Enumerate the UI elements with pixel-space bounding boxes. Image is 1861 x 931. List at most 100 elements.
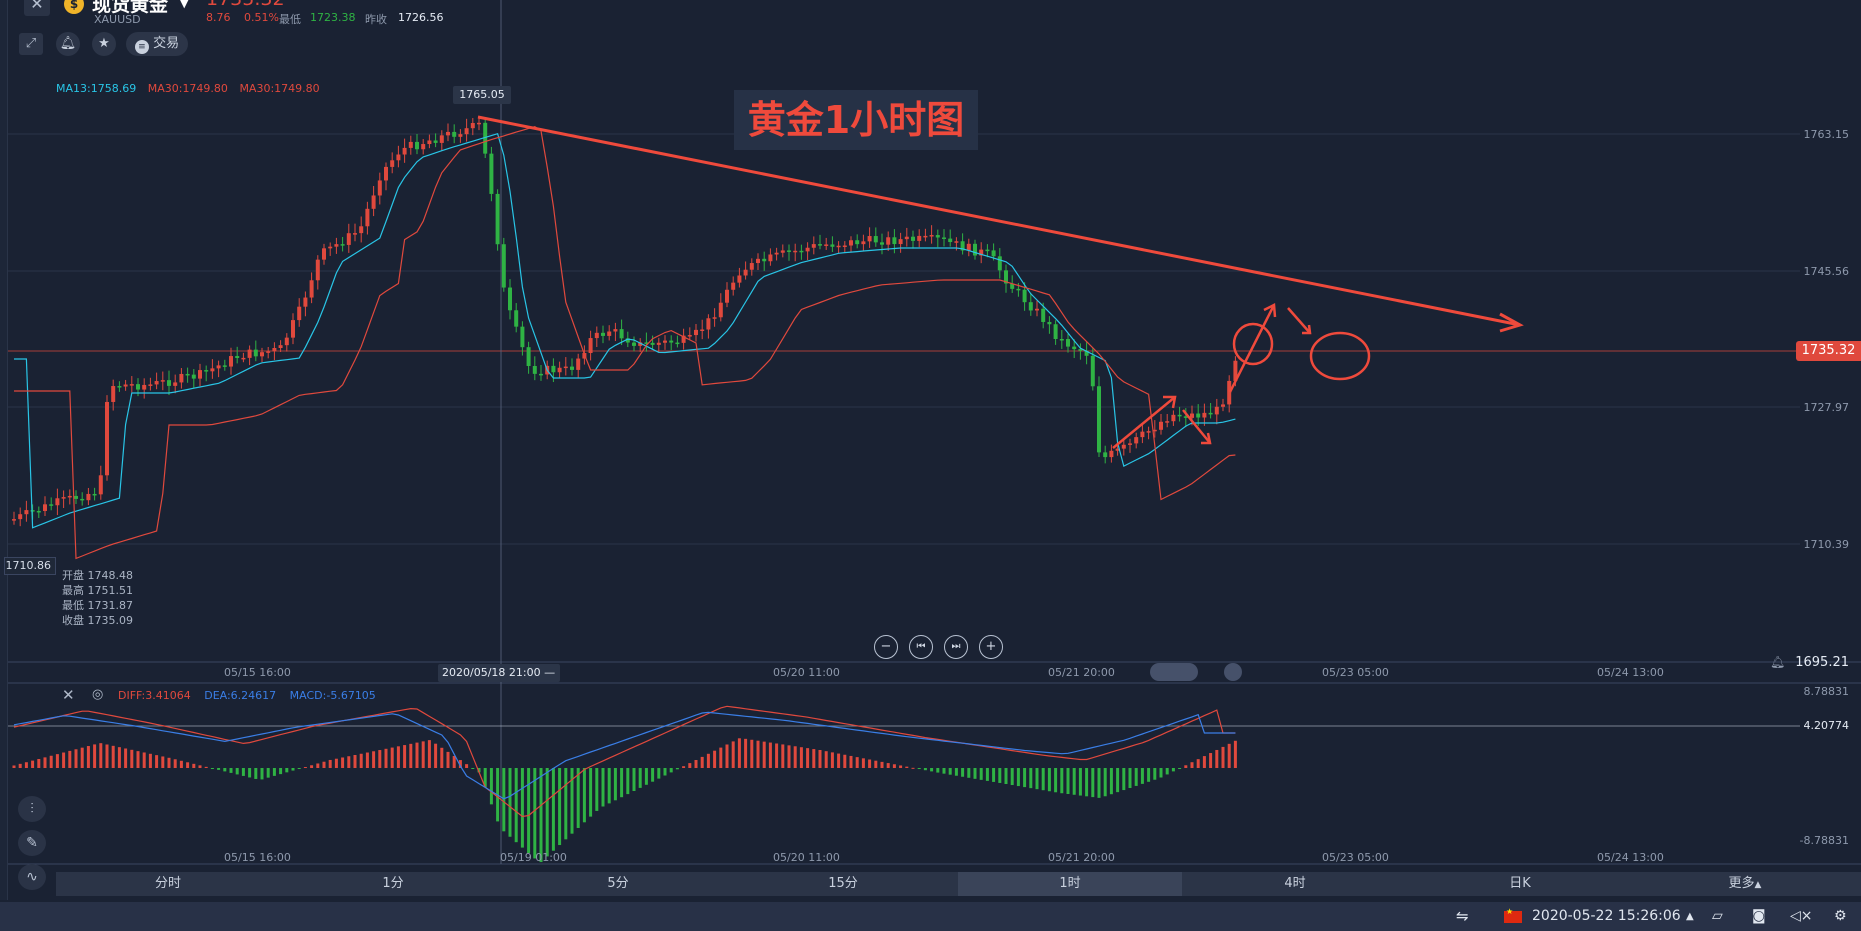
macd-bar (86, 746, 90, 768)
candle-body (570, 366, 574, 370)
macd-bar (700, 756, 704, 768)
candle-body (148, 384, 153, 386)
close-icon[interactable]: ✕ (62, 686, 75, 704)
candle-body (1214, 406, 1219, 415)
candle-icon[interactable]: ⫶ (18, 796, 46, 822)
rewind-icon[interactable]: ⏮ (909, 635, 933, 659)
candle-body (973, 243, 977, 256)
candle-body (154, 381, 159, 385)
candle-body (377, 180, 382, 196)
candle-body (749, 263, 754, 270)
macd-bar (973, 768, 977, 779)
macd-bar (440, 747, 444, 768)
trade-button[interactable]: ≡ 交易 (126, 32, 188, 56)
pencil-icon[interactable]: ✎ (18, 830, 46, 856)
zoom-in-icon[interactable]: + (979, 635, 1003, 659)
mute-icon[interactable]: ◁× (1790, 908, 1813, 924)
macd-bar (130, 749, 134, 768)
candle-body (470, 123, 475, 129)
candle-body (340, 244, 345, 246)
macd-bar (1103, 768, 1107, 797)
macd-bar (489, 768, 493, 805)
timeframe-tab[interactable]: 4时 (1284, 876, 1306, 891)
candle-body (272, 348, 277, 352)
macd-label: MACD:-5.67105 (289, 689, 376, 702)
candle-body (991, 250, 996, 257)
macd-y-mid: 4.20774 (1803, 719, 1850, 732)
candle-body (266, 351, 271, 353)
candle-body (663, 340, 667, 343)
settings-icon[interactable]: ◎ (92, 687, 104, 702)
macd-bar (359, 753, 363, 768)
ma30-line (14, 125, 1236, 560)
instrument-title[interactable]: 现货黄金 (92, 0, 169, 16)
more-timeframes-button[interactable]: 更多▲ (1728, 876, 1762, 891)
scroll-dot[interactable] (1180, 663, 1198, 681)
candle-body (923, 235, 928, 238)
candle-body (1041, 308, 1046, 322)
macd-bar (961, 768, 965, 777)
macd-bar (341, 757, 345, 768)
macd-bar (638, 768, 642, 788)
close-icon[interactable]: ✕ (24, 0, 50, 16)
macd-bar (663, 768, 667, 776)
y-axis-label: 1727.97 (1803, 401, 1850, 414)
x-axis-label: 05/20 11:00 (773, 851, 840, 864)
macd-bar (229, 768, 233, 773)
macd-bar (601, 768, 605, 807)
macd-bar (520, 768, 524, 848)
timeframe-tab[interactable]: 分时 (154, 876, 181, 891)
candle-body (1022, 289, 1027, 303)
screen-icon[interactable]: ▱ (1712, 908, 1723, 924)
candle-body (1159, 421, 1163, 430)
bell-icon[interactable]: 🔔︎ (56, 32, 80, 56)
caret-up-icon[interactable]: ▲ (1686, 911, 1694, 922)
candle-body (756, 258, 760, 264)
macd-bar (812, 749, 816, 768)
candle-body (458, 134, 463, 137)
forward-icon[interactable]: ⏭ (944, 635, 968, 659)
macd-bar (223, 768, 227, 772)
macd-bar (179, 760, 183, 768)
candle-body (427, 140, 432, 145)
settings-icon[interactable]: ⚙ (1834, 908, 1847, 924)
candle-body (1066, 339, 1070, 347)
candle-body (1010, 283, 1015, 289)
macd-bar (719, 747, 723, 768)
candle-body (526, 347, 531, 367)
macd-bar (1227, 743, 1231, 768)
indicator-icon[interactable]: ∿ (18, 864, 46, 890)
network-icon[interactable]: ⇋ (1456, 907, 1469, 925)
candle-body (1227, 380, 1232, 405)
timeframe-tab[interactable]: 5分 (607, 876, 629, 891)
price-chart[interactable] (0, 0, 1861, 900)
draw-tool-icon[interactable]: ⤢ (19, 33, 43, 55)
macd-bar (279, 768, 283, 775)
candle-body (867, 236, 872, 242)
candle-body (997, 256, 1002, 271)
candle-body (291, 320, 295, 338)
macd-bar (452, 755, 456, 768)
zoom-out-icon[interactable]: − (874, 635, 898, 659)
timeframe-tab[interactable]: 1分 (382, 876, 404, 891)
macd-bar (737, 738, 741, 768)
timeframe-tab[interactable]: 15分 (828, 876, 858, 891)
candle-body (904, 236, 909, 240)
candle-body (402, 147, 407, 155)
timeframe-tab-active[interactable]: 1时 (958, 872, 1182, 896)
candle-body (191, 374, 196, 379)
macd-bar (793, 746, 797, 768)
alert-bell-icon[interactable]: 🔔︎ (1770, 655, 1786, 669)
timeframe-tab[interactable]: 日K (1509, 876, 1531, 891)
caret-down-icon[interactable]: ▼ (180, 0, 189, 10)
macd-bar (781, 744, 785, 768)
candle-body (842, 245, 847, 248)
macd-bar (31, 760, 35, 768)
macd-bar (669, 768, 673, 773)
star-icon[interactable]: ★ (92, 32, 116, 56)
scroll-dot[interactable] (1224, 663, 1242, 681)
macd-bar (353, 755, 357, 768)
macd-bar (384, 748, 388, 768)
candle-body (532, 366, 537, 374)
camera-icon[interactable]: ◙ (1752, 908, 1766, 924)
